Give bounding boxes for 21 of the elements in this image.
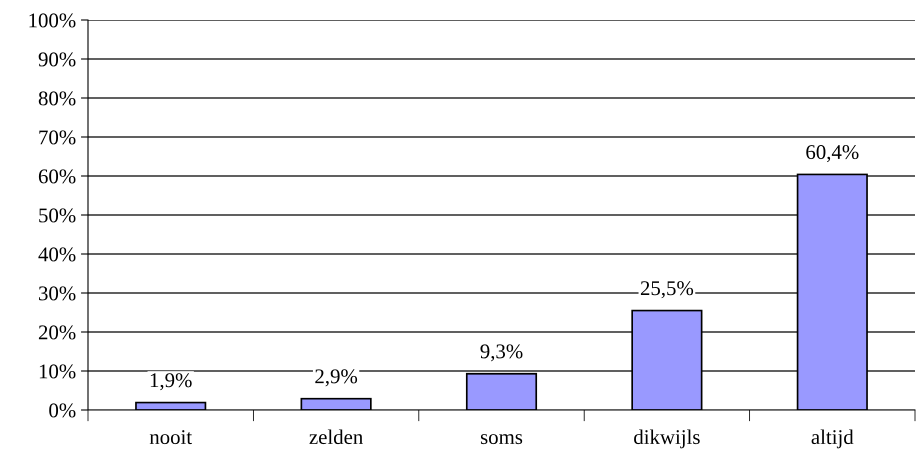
y-tick-label: 30% xyxy=(39,286,76,300)
y-tick-label: 20% xyxy=(38,325,76,340)
y-tick-label: 70% xyxy=(39,130,76,144)
y-tick-label: 100% xyxy=(29,13,76,28)
y-tick-label: 60% xyxy=(38,169,76,184)
y-tick-label: 50% xyxy=(39,208,76,222)
x-tick-label: zelden xyxy=(309,429,363,444)
data-label: 25,5% xyxy=(640,281,694,298)
x-tick-label: nooit xyxy=(150,430,192,444)
y-tick-label: 0% xyxy=(49,403,76,418)
data-label: 9,3% xyxy=(480,344,522,362)
x-tick-label: altijd xyxy=(812,429,854,448)
y-tick-label: 40% xyxy=(38,247,76,262)
data-label: 2,9% xyxy=(315,369,358,386)
x-tick-label: dikwijls xyxy=(634,429,700,448)
data-label: 1,9% xyxy=(150,373,192,390)
x-tick-label: soms xyxy=(480,434,522,444)
y-tick-label: 80% xyxy=(38,91,76,106)
y-tick-label: 90% xyxy=(38,52,76,66)
y-tick-label: 10% xyxy=(40,364,76,378)
data-label: 60,4% xyxy=(806,145,858,162)
